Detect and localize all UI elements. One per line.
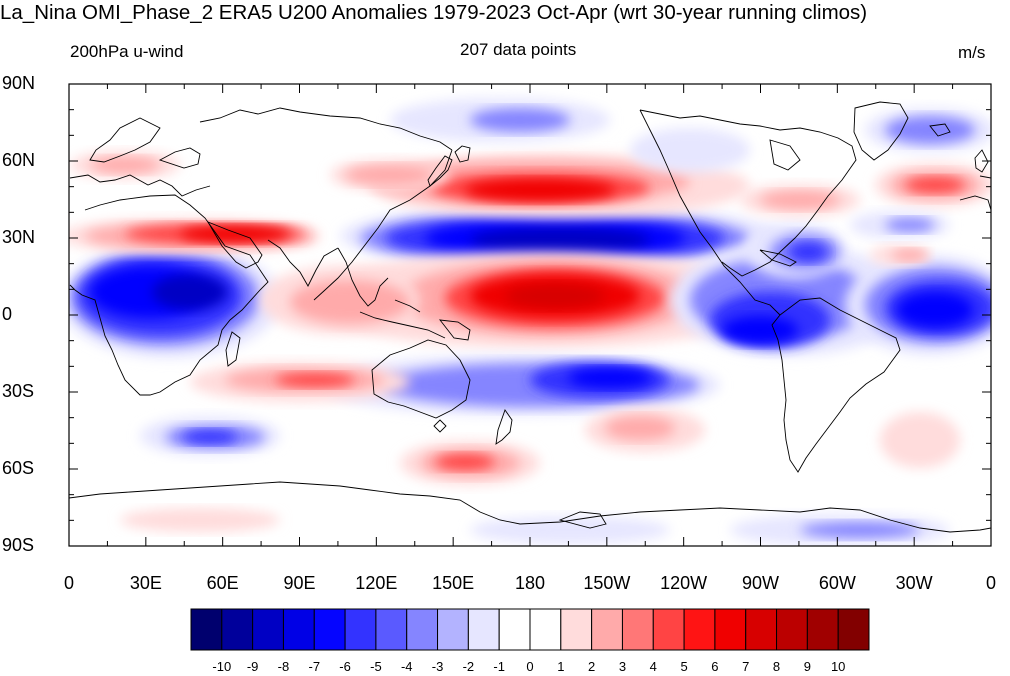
lat-label: 60S — [2, 458, 35, 478]
anomaly-region — [788, 242, 828, 262]
variable-label: 200hPa u-wind — [70, 42, 184, 61]
lon-label: 120W — [660, 573, 708, 593]
lon-label: 0 — [985, 573, 997, 593]
anomaly-region — [435, 454, 495, 470]
lat-label: 0 — [2, 304, 13, 324]
colorbar-swatch — [375, 608, 408, 651]
lat-label: 60N — [2, 150, 36, 170]
map-frame — [68, 83, 992, 547]
colorbar-swatch — [252, 608, 284, 651]
anomaly-region — [470, 227, 650, 253]
lat-label: 90S — [2, 535, 35, 555]
colorbar-label: -1 — [493, 659, 505, 674]
lat-label: 30S — [2, 381, 35, 401]
anomaly-region — [505, 284, 605, 308]
colorbar-swatch — [221, 608, 254, 651]
colorbar-label: -3 — [431, 659, 444, 674]
colorbar-label: 8 — [772, 659, 781, 674]
data-points-label: 207 data points — [460, 40, 577, 59]
colorbar-label: -9 — [246, 659, 259, 674]
colorbar-swatch — [467, 608, 500, 651]
anomaly-region — [345, 165, 435, 185]
anomaly-region — [760, 191, 840, 209]
anomaly-region — [885, 218, 935, 232]
lon-label: 90W — [741, 573, 780, 593]
colorbar-label: -4 — [400, 659, 413, 674]
colorbar-swatch — [282, 608, 315, 651]
colorbar-swatch — [313, 608, 346, 651]
colorbar-swatch — [190, 608, 223, 651]
anomaly-region — [800, 522, 920, 538]
colorbar-swatch — [406, 608, 439, 651]
map-title: La_Nina OMI_Phase_2 ERA5 U200 Anomalies … — [0, 1, 868, 24]
colorbar-swatch — [652, 608, 685, 651]
colorbar-label: 1 — [557, 659, 565, 674]
anomaly-region — [722, 316, 798, 344]
colorbar-label: -7 — [308, 659, 321, 674]
anomaly-region — [568, 368, 652, 388]
colorbar-label: 0 — [526, 659, 534, 674]
colorbar-swatch — [344, 608, 377, 651]
lat-label: 90N — [2, 73, 36, 93]
anomaly-region — [897, 292, 973, 328]
colorbar-swatch — [560, 608, 593, 651]
anomaly-region — [470, 108, 570, 132]
anomaly-region — [880, 412, 960, 468]
anomaly-region — [152, 274, 228, 310]
colorbar-swatch — [714, 608, 747, 651]
anomaly-region — [885, 116, 975, 144]
lon-label: 180 — [514, 573, 546, 593]
anomaly-region — [470, 516, 670, 544]
units-label: m/s — [958, 43, 986, 62]
lon-label: 30W — [895, 573, 933, 593]
colorbar-label: -6 — [339, 659, 351, 674]
anomaly-region — [120, 508, 280, 532]
lon-label: 60E — [206, 573, 239, 593]
lon-label: 60W — [818, 573, 856, 593]
colorbar-label: -8 — [277, 659, 290, 674]
colorbar-label: 6 — [711, 659, 719, 674]
anomaly-region — [905, 177, 965, 193]
colorbar-swatch — [837, 608, 870, 651]
anomaly-region — [630, 128, 750, 172]
colorbar-label: -2 — [462, 659, 475, 674]
colorbar-swatch — [437, 608, 469, 651]
anomaly-region — [275, 373, 355, 387]
anomaly-region — [180, 226, 290, 242]
anomaly-region — [605, 416, 675, 440]
colorbar-swatch — [776, 608, 808, 651]
colorbar-label: 9 — [803, 659, 811, 674]
anomaly-region — [892, 249, 928, 261]
colorbar-swatch — [683, 608, 716, 651]
colorbar-label: 2 — [588, 659, 596, 674]
coastlines — [69, 101, 991, 533]
colorbar-label: -5 — [370, 659, 382, 674]
colorbar-swatch — [745, 608, 778, 651]
colorbar-label: -10 — [212, 659, 232, 674]
anomaly-region — [290, 280, 410, 324]
lon-label: 30E — [129, 573, 162, 593]
lat-label: 30N — [2, 227, 36, 247]
anomaly-region — [465, 179, 615, 201]
colorbar-swatch — [591, 608, 623, 651]
lon-label: 0 — [63, 573, 75, 593]
colorbar-swatch — [806, 608, 839, 651]
colorbar-swatch — [498, 608, 531, 651]
lon-label: 120E — [355, 573, 398, 593]
colorbar-label: 7 — [742, 659, 750, 674]
colorbar-swatch — [529, 608, 562, 651]
anomaly-region — [182, 430, 238, 444]
colorbar-label: 5 — [680, 659, 688, 674]
colorbar-label: 10 — [830, 659, 846, 674]
lon-label: 90E — [283, 573, 316, 593]
colorbar-swatch — [621, 608, 654, 651]
lon-label: 150E — [432, 573, 475, 593]
lon-label: 150W — [583, 573, 631, 593]
colorbar-label: 3 — [618, 659, 627, 674]
colorbar-label: 4 — [649, 659, 657, 674]
